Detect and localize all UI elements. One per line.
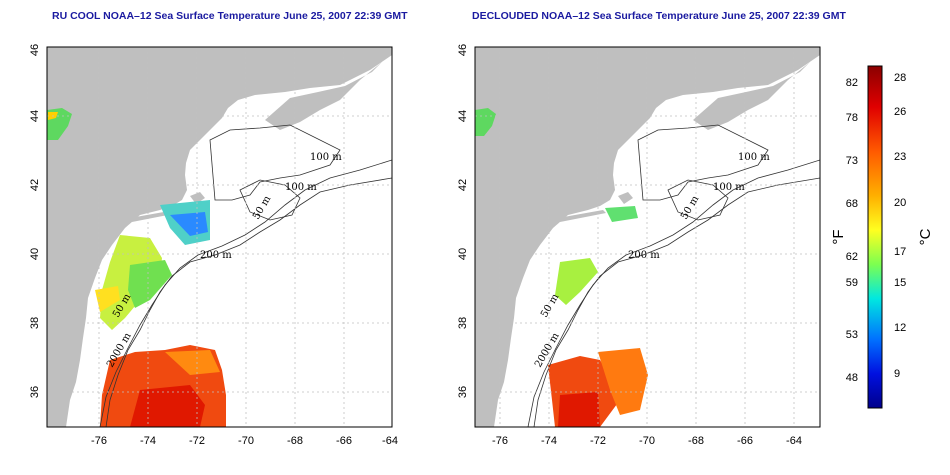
lat-tick-label: 38	[29, 317, 41, 329]
lon-tick-label: -76	[492, 435, 508, 447]
lat-tick-label: 46	[457, 44, 469, 56]
left-map-panel	[47, 47, 392, 427]
fahrenheit-unit-label: °F	[830, 229, 847, 244]
lat-tick-label: 46	[29, 44, 41, 56]
sst-coastal-patch-yellow	[95, 286, 120, 312]
lat-tick-label: 36	[457, 386, 469, 398]
isobath-100m	[637, 124, 769, 201]
celsius-tick-label: 12	[894, 322, 906, 334]
fahrenheit-tick-label: 68	[846, 198, 858, 210]
contour-label: 200 m	[628, 250, 660, 261]
fahrenheit-tick-label: 62	[846, 251, 858, 263]
celsius-tick-label: 26	[894, 106, 906, 118]
sst-gulf-stream-b	[598, 348, 648, 415]
nova-scotia	[693, 62, 810, 130]
right-map-panel	[475, 47, 820, 427]
contour-label: 100 m	[285, 182, 317, 193]
lon-tick-label: -66	[737, 435, 753, 447]
lat-tick-label: 42	[29, 179, 41, 191]
lat-tick-label: 42	[457, 179, 469, 191]
sst-coastal-patch-green	[128, 260, 172, 308]
sst-shelf-patch-a	[605, 206, 638, 222]
left-panel-title: RU COOL NOAA–12 Sea Surface Temperature …	[52, 10, 408, 22]
fahrenheit-tick-label: 59	[846, 277, 858, 289]
contour-label: 100 m	[738, 152, 770, 163]
celsius-tick-label: 9	[894, 368, 900, 380]
georges-bank	[667, 179, 729, 221]
sst-gulf-stream-hot	[558, 392, 600, 427]
lon-tick-label: -74	[541, 435, 557, 447]
sst-coastal-patch	[555, 258, 598, 305]
colorbar: 82 78 73 68 62 59 53 48 28 26 23 20 17 1…	[830, 65, 934, 409]
celsius-ticks: 28 26 23 20 17 15 12 9	[894, 72, 906, 380]
right-map-frame	[474, 46, 821, 428]
lat-tick-label: 40	[457, 248, 469, 260]
celsius-tick-label: 23	[894, 151, 906, 163]
isobath-100m	[209, 124, 341, 201]
lon-tick-label: -68	[287, 435, 303, 447]
lat-tick-label: 38	[457, 317, 469, 329]
lat-tick-label: 40	[29, 248, 41, 260]
graticule	[475, 47, 820, 427]
lon-tick-label: -76	[91, 435, 107, 447]
cape-cod	[618, 192, 633, 204]
cape-cod	[190, 192, 205, 204]
georges-bank	[239, 179, 301, 221]
isobath-200m	[533, 177, 820, 427]
lon-tick-label: -72	[189, 435, 205, 447]
celsius-tick-label: 28	[894, 72, 906, 84]
right-lat-ticks: 36 38 40 42 44 46	[457, 44, 469, 398]
lon-tick-label: -70	[639, 435, 655, 447]
sst-shelf-patch-b	[170, 212, 208, 236]
sst-gulf-stream-orange	[165, 350, 220, 375]
lat-tick-label: 44	[29, 110, 41, 122]
celsius-tick-label: 20	[894, 197, 906, 209]
lat-tick-label: 36	[29, 386, 41, 398]
fahrenheit-tick-label: 73	[846, 155, 858, 167]
contour-label: 100 m	[310, 152, 342, 163]
land-mass	[47, 47, 392, 427]
right-panel-title: DECLOUDED NOAA–12 Sea Surface Temperatur…	[472, 10, 846, 22]
lon-tick-label: -64	[786, 435, 802, 447]
lon-tick-label: -64	[382, 435, 398, 447]
isobath-2000m	[527, 159, 820, 427]
right-lon-ticks: -76 -74 -72 -70 -68 -66 -64	[492, 435, 802, 447]
fahrenheit-ticks: 82 78 73 68 62 59 53 48	[846, 77, 858, 384]
lon-tick-label: -72	[590, 435, 606, 447]
fahrenheit-tick-label: 48	[846, 372, 858, 384]
lon-tick-label: -66	[336, 435, 352, 447]
celsius-tick-label: 17	[894, 246, 906, 258]
fahrenheit-tick-label: 78	[846, 112, 858, 124]
fahrenheit-tick-label: 82	[846, 77, 858, 89]
isobath-2000m	[99, 159, 392, 427]
left-map-frame	[46, 46, 393, 428]
left-lat-ticks: 36 38 40 42 44 46	[29, 44, 41, 398]
contour-label: 100 m	[713, 182, 745, 193]
lon-tick-label: -74	[140, 435, 156, 447]
land-mass	[475, 47, 820, 427]
sst-maine-patch	[475, 108, 496, 136]
fahrenheit-tick-label: 53	[846, 329, 858, 341]
lon-tick-label: -68	[688, 435, 704, 447]
graticule	[47, 47, 392, 427]
contour-label: 200 m	[200, 250, 232, 261]
sst-gulf-stream-hot	[130, 385, 205, 427]
lat-tick-label: 44	[457, 110, 469, 122]
left-lon-ticks: -76 -74 -72 -70 -68 -66 -64	[91, 435, 398, 447]
colorbar-gradient	[867, 65, 883, 409]
celsius-tick-label: 15	[894, 277, 906, 289]
nova-scotia	[265, 62, 382, 130]
long-island	[558, 210, 606, 222]
isobath-200m	[105, 177, 392, 427]
lon-tick-label: -70	[238, 435, 254, 447]
celsius-unit-label: °C	[917, 228, 934, 245]
